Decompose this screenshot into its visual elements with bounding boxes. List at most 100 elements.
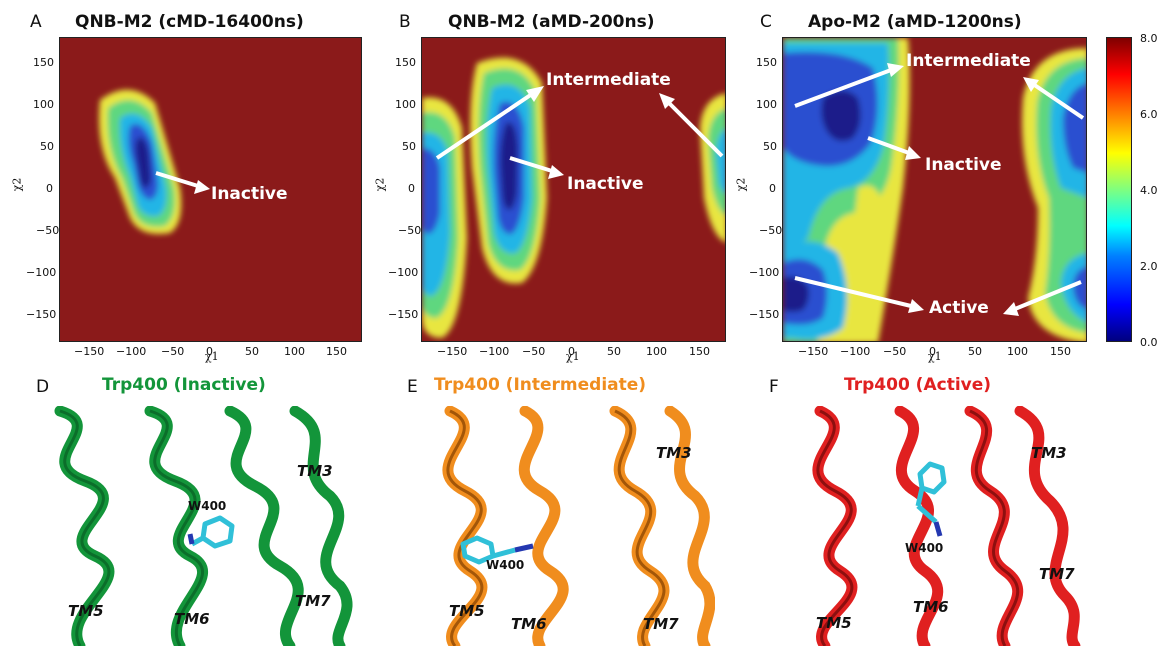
basin-edge-b [700,93,725,243]
ytick: 50 [402,140,416,153]
residue-label-d: W400 [188,499,227,513]
colorbar-tick: 4.0 [1140,184,1158,197]
xlabel-c: χ1 [928,350,942,363]
tm5-label-e: TM5 [449,602,485,620]
annotation-inactive-b: Inactive [567,174,644,194]
xtick: 50 [245,345,259,358]
structure-e [442,406,715,646]
tm7-label-d: TM7 [295,592,331,610]
ytick: 100 [33,98,54,111]
colorbar-tick: 0.0 [1140,336,1158,349]
w400-sidechain-f [915,461,947,537]
ylabel-c: χ2 [734,177,748,192]
ytick: −100 [388,266,419,279]
xtick: 50 [968,345,982,358]
basins-right-c [1022,48,1086,341]
tm6-label-d: TM6 [174,610,210,628]
xtick: 150 [689,345,710,358]
colorbar-tick: 8.0 [1140,32,1158,45]
colorbar-tick: 2.0 [1140,260,1158,273]
xtick: −150 [437,345,468,358]
xlabel-b: χ1 [566,350,580,363]
ytick: −150 [26,308,57,321]
tm6-label-e: TM6 [511,615,547,633]
ytick: 150 [395,56,416,69]
tm5-label-f: TM5 [816,614,852,632]
panel-title-e: Trp400 (Intermediate) [434,375,647,395]
xtick: −50 [883,345,907,358]
ytick: 50 [40,140,54,153]
basin-inactive-b [470,57,547,284]
basin-intermediate-b [422,97,467,338]
ytick: −50 [398,224,422,237]
xtick: 0 [568,345,575,358]
panel-letter-f: F [769,377,779,397]
ytick: −150 [388,308,419,321]
annotation-active-c: Active [929,298,989,318]
heatmap-a-svg [99,89,210,235]
tm3-label-f: TM3 [1031,444,1067,462]
ytick: −50 [759,224,783,237]
panel-letter-c: C [760,12,772,32]
tm3-label-d: TM3 [297,462,333,480]
ytick: −100 [749,266,780,279]
xtick: 50 [607,345,621,358]
xtick: −150 [798,345,829,358]
panel-title-b: QNB-M2 (aMD-200ns) [448,12,655,32]
annotation-inactive-c: Inactive [925,155,1002,175]
basin-inactive-a [99,89,182,235]
panel-letter-a: A [30,12,42,32]
ytick: −50 [36,224,60,237]
ytick: −100 [26,266,57,279]
structure-f [812,406,1081,646]
panel-letter-e: E [407,377,418,397]
tm5-label-d: TM5 [68,602,104,620]
w400-sidechain-e [460,535,534,565]
tm6-label-f: TM6 [913,598,949,616]
tm3-label-e: TM3 [656,444,692,462]
heatmap-c-svg [783,38,1086,341]
tm7-label-f: TM7 [1039,565,1075,583]
ytick: −150 [749,308,780,321]
xtick: −100 [479,345,510,358]
xtick: −100 [840,345,871,358]
xtick: 100 [1007,345,1028,358]
panel-title-d: Trp400 (Inactive) [102,375,266,395]
ytick: 50 [763,140,777,153]
w400-sidechain-d [187,515,235,549]
xtick: 0 [929,345,936,358]
ytick: 0 [408,182,415,195]
xtick: 150 [326,345,347,358]
ylabel-a: χ2 [10,177,24,192]
ytick: 0 [769,182,776,195]
xtick: −150 [74,345,105,358]
panel-letter-b: B [399,12,411,32]
heatmap-b-svg [422,57,725,338]
colorbar-tick: 6.0 [1140,108,1158,121]
panel-title-c: Apo-M2 (aMD-1200ns) [808,12,1022,32]
heatmap-b [421,37,726,342]
panel-title-a: QNB-M2 (cMD-16400ns) [75,12,304,32]
heatmap-a [59,37,362,342]
panel-letter-d: D [36,377,50,397]
ylabel-b: χ2 [373,177,387,192]
structure-d [54,406,353,646]
ytick: 100 [395,98,416,111]
residue-label-e: W400 [486,558,525,572]
basins-left-c [783,38,910,341]
xlabel-a: χ1 [205,350,219,363]
xtick: −50 [522,345,546,358]
annotation-inactive-a: Inactive [211,184,288,204]
annotation-intermediate-b: Intermediate [546,70,671,90]
residue-label-f: W400 [905,541,944,555]
ytick: 150 [33,56,54,69]
xtick: 150 [1050,345,1071,358]
xtick: −100 [116,345,147,358]
panel-title-f: Trp400 (Active) [844,375,992,395]
xtick: 100 [284,345,305,358]
tm7-label-e: TM7 [643,615,679,633]
ytick: 100 [756,98,777,111]
ytick: 0 [46,182,53,195]
xtick: 0 [206,345,213,358]
colorbar [1106,37,1132,342]
